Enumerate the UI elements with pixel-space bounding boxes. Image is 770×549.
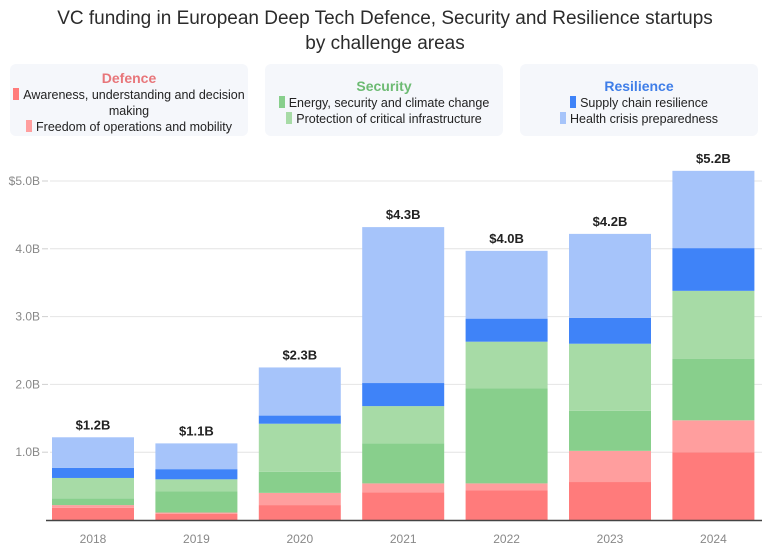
bar-segment[interactable] <box>569 233 651 318</box>
bar-segment[interactable] <box>52 467 134 478</box>
bar-segment[interactable] <box>258 505 341 520</box>
bar-segment[interactable] <box>258 423 341 472</box>
bar-segment[interactable] <box>362 406 445 444</box>
y-tick-label: 4.0B <box>15 242 40 256</box>
legend-group-title: Defence <box>101 70 157 86</box>
bar-segment[interactable] <box>52 477 134 499</box>
bar-segment[interactable] <box>672 358 755 421</box>
legend-item-label: Health crisis preparedness <box>570 112 718 126</box>
bar-segment[interactable] <box>52 498 134 506</box>
bar-segment[interactable] <box>569 317 651 344</box>
legend-swatch-icon <box>570 96 577 108</box>
x-tick-label: 2018 <box>80 532 107 546</box>
bar-segment[interactable] <box>672 170 755 249</box>
stacked-bar-chart: 1.0B 2.0B 3.0B 4.0B $5.0B $1.2B 2018 $1.1B 2019 $… <box>9 151 762 546</box>
bar-segment[interactable] <box>155 469 238 480</box>
bar-segment[interactable] <box>465 250 548 319</box>
bar-segment[interactable] <box>155 491 238 513</box>
y-tick-label: 3.0B <box>15 310 40 324</box>
legend-swatch-icon <box>26 120 33 132</box>
legend-swatch-icon <box>286 112 293 124</box>
bar-segment[interactable] <box>465 490 548 520</box>
x-tick-label: 2024 <box>700 532 727 546</box>
legend-group-security: Security Energy, security and climate ch… <box>265 64 503 136</box>
bar-segment[interactable] <box>155 479 238 492</box>
bar-segment[interactable] <box>258 492 341 506</box>
legend-item[interactable]: Freedom of operations and mobility <box>10 119 248 135</box>
bar-segment[interactable] <box>465 318 548 342</box>
x-tick-label: 2020 <box>286 532 313 546</box>
bar-segment[interactable] <box>569 450 651 483</box>
bar-segment[interactable] <box>672 248 755 291</box>
legend-item[interactable]: Energy, security and climate change <box>265 95 503 111</box>
legend-swatch-icon <box>278 96 285 108</box>
x-tick-label: 2023 <box>597 532 624 546</box>
legend-item-label: Supply chain resilience <box>580 96 708 110</box>
bar-total-label: $4.2B <box>593 214 628 229</box>
chart-title-line-1: VC funding in European Deep Tech Defence… <box>57 8 713 29</box>
legend-item-label: Awareness, understanding and decision ma… <box>23 88 245 118</box>
bar-segment[interactable] <box>569 482 651 520</box>
legend-item[interactable]: Supply chain resilience <box>520 95 758 111</box>
bar-segment[interactable] <box>52 437 134 468</box>
legend-item-label: Protection of critical infrastructure <box>296 112 482 126</box>
bar-segment[interactable] <box>258 415 341 424</box>
bar-segment[interactable] <box>672 420 755 453</box>
legend-group-title: Resilience <box>604 78 674 94</box>
legend-item[interactable]: Awareness, understanding and decision ma… <box>10 87 248 119</box>
legend-item-label: Energy, security and climate change <box>288 96 490 110</box>
bar-segment[interactable] <box>672 290 755 359</box>
bar-segment[interactable] <box>465 341 548 389</box>
legend-group-resilience: Resilience Supply chain resilience Healt… <box>520 64 758 136</box>
legend-item[interactable]: Health crisis preparedness <box>520 111 758 127</box>
bar-total-label: $5.2B <box>696 151 731 166</box>
y-tick-label: 1.0B <box>15 445 40 459</box>
legend-item-label: Freedom of operations and mobility <box>36 120 232 134</box>
bar-segment[interactable] <box>362 227 445 384</box>
legend-group-defence: Defence Awareness, understanding and dec… <box>10 64 248 136</box>
bar-total-label: $4.3B <box>386 207 421 222</box>
x-tick-label: 2019 <box>183 532 210 546</box>
bar-segment[interactable] <box>465 483 548 491</box>
bar-segment[interactable] <box>362 483 445 493</box>
legend-group-title: Security <box>356 78 412 94</box>
bar-segment[interactable] <box>362 492 445 520</box>
bar-segment[interactable] <box>52 507 134 520</box>
chart-title: VC funding in European Deep Tech Defence… <box>0 6 770 56</box>
bar-segment[interactable] <box>52 505 134 508</box>
bar-segment[interactable] <box>672 452 755 520</box>
bar-total-label: $1.1B <box>179 423 214 438</box>
bar-segment[interactable] <box>569 410 651 451</box>
x-tick-label: 2022 <box>493 532 520 546</box>
bar-segment[interactable] <box>362 383 445 407</box>
bar-total-label: $4.0B <box>489 231 524 246</box>
y-tick-label: 2.0B <box>15 377 40 391</box>
bar-total-label: $1.2B <box>76 417 111 432</box>
x-tick-label: 2021 <box>390 532 417 546</box>
legend-swatch-icon <box>560 112 566 124</box>
bar-segment[interactable] <box>155 513 238 520</box>
bar-segment[interactable] <box>258 471 341 493</box>
bar-segment[interactable] <box>155 512 238 514</box>
chart-title-line-2: by challenge areas <box>305 33 465 54</box>
legend-swatch-icon <box>13 88 20 100</box>
bar-total-label: $2.3B <box>282 347 317 362</box>
bar-segment[interactable] <box>155 443 238 470</box>
bar-segment[interactable] <box>362 443 445 484</box>
y-tick-label: $5.0B <box>9 174 40 188</box>
bar-segment[interactable] <box>465 388 548 484</box>
legend-item[interactable]: Protection of critical infrastructure <box>265 111 503 127</box>
bar-segment[interactable] <box>569 343 651 411</box>
bar-segment[interactable] <box>258 367 341 416</box>
